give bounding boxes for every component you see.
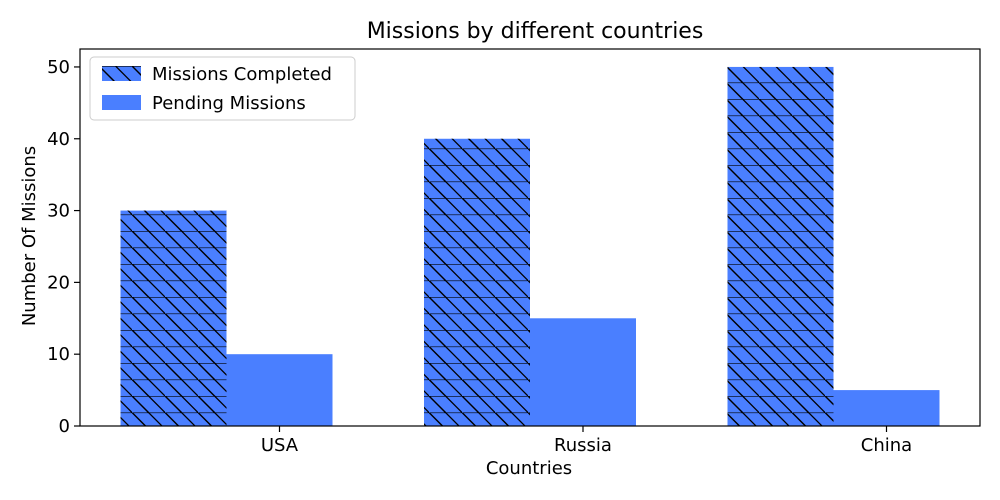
plot-area: 0 10 20 30 40 50 USA Russia China bbox=[47, 48, 981, 456]
bar-pending-usa bbox=[226, 354, 333, 426]
y-tick-label: 10 bbox=[47, 344, 70, 365]
x-axis-label: Countries bbox=[486, 458, 572, 479]
legend-label-0: Missions Completed bbox=[152, 64, 332, 85]
y-tick-label: 50 bbox=[47, 57, 70, 78]
legend-swatch-1 bbox=[102, 95, 141, 110]
bar-hatch-usa bbox=[120, 210, 227, 426]
bar-pending-china bbox=[833, 390, 940, 426]
x-tick-label-russia: Russia bbox=[554, 435, 612, 456]
x-tick-label-usa: USA bbox=[261, 435, 299, 456]
bar-hatch-russia bbox=[424, 138, 530, 426]
chart-title: Missions by different countries bbox=[367, 19, 704, 44]
bar-hatch-china bbox=[727, 66, 834, 426]
bar-pending-russia bbox=[530, 318, 636, 426]
legend-label-1: Pending Missions bbox=[152, 93, 306, 114]
x-tick-label-china: China bbox=[861, 435, 912, 456]
legend: Missions Completed Pending Missions bbox=[89, 56, 356, 121]
legend-swatch-hatch-0 bbox=[102, 66, 141, 81]
y-tick-label: 40 bbox=[47, 129, 70, 150]
y-axis-label: Number Of Missions bbox=[19, 146, 40, 326]
y-tick-label: 0 bbox=[59, 416, 70, 437]
y-tick-label: 30 bbox=[47, 201, 70, 222]
legend-box bbox=[89, 56, 356, 121]
y-tick-label: 20 bbox=[47, 272, 70, 293]
plot-frame bbox=[79, 48, 981, 427]
